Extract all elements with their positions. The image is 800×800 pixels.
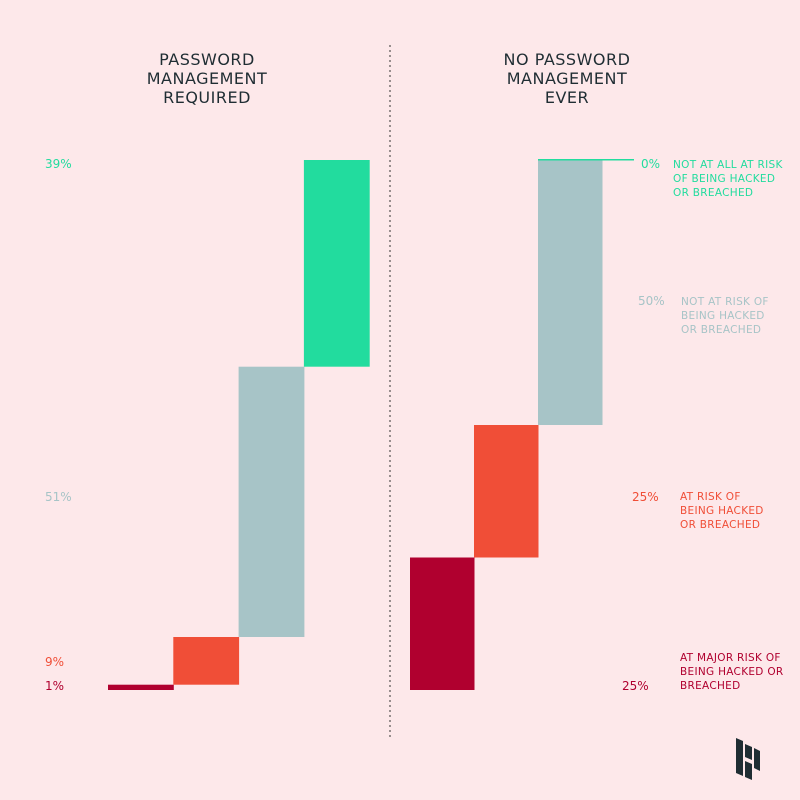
legend-line: BEING HACKED [680, 505, 764, 517]
right-value-label-at-risk: 25% [632, 490, 659, 504]
legend-line: OR BREACHED [680, 519, 761, 531]
logo-icon [736, 738, 760, 780]
title-line: NO PASSWORD [503, 50, 631, 69]
left-panel-title: PASSWORD MANAGEMENT REQUIRED [77, 50, 337, 107]
title-line: MANAGEMENT [506, 69, 628, 88]
legend-line: OF BEING HACKED [673, 173, 776, 185]
right-value-label-major-risk: 25% [622, 679, 649, 693]
left-bar-not-at-all-at-risk [303, 160, 370, 367]
legend-line: NOT AT RISK OF [681, 296, 769, 308]
left-bar-at-risk [173, 637, 240, 685]
legend-line: BREACHED [680, 680, 741, 692]
right-bar-at-risk [474, 425, 539, 558]
legend-line: AT RISK OF [680, 491, 741, 503]
title-line: MANAGEMENT [146, 69, 268, 88]
right-value-label-not-at-risk: 50% [638, 294, 665, 308]
legend-at-risk: AT RISK OF BEING HACKED OR BREACHED [680, 490, 764, 532]
legend-line: OR BREACHED [673, 187, 754, 199]
left-value-label-not-at-all: 39% [45, 157, 72, 171]
right-value-label-not-at-all: 0% [641, 157, 661, 171]
right-panel-title: NO PASSWORD MANAGEMENT EVER [437, 50, 697, 107]
legend-major-risk: AT MAJOR RISK OF BEING HACKED OR BREACHE… [680, 651, 784, 693]
left-bar-major-risk [108, 684, 174, 690]
title-line: EVER [544, 88, 590, 107]
title-line: REQUIRED [163, 88, 251, 107]
legend-not-at-all-at-risk: NOT AT ALL AT RISK OF BEING HACKED OR BR… [673, 158, 783, 200]
legend-not-at-risk: NOT AT RISK OF BEING HACKED OR BREACHED [681, 295, 769, 337]
right-bar-not-at-risk [538, 160, 603, 425]
left-value-label-not-at-risk: 51% [45, 490, 72, 504]
left-value-label-at-risk: 9% [45, 655, 65, 669]
legend-line: OR BREACHED [681, 324, 762, 336]
legend-line: BEING HACKED [681, 310, 765, 322]
legend-line: BEING HACKED OR [680, 666, 784, 678]
legend-line: AT MAJOR RISK OF [680, 652, 781, 664]
title-line: PASSWORD [159, 50, 255, 69]
right-bar-major-risk [410, 557, 475, 690]
left-value-label-major-risk: 1% [45, 679, 65, 693]
left-bar-not-at-risk [238, 366, 305, 637]
legend-line: NOT AT ALL AT RISK [673, 159, 783, 171]
right-bar-not-at-all-at-risk [538, 159, 634, 161]
